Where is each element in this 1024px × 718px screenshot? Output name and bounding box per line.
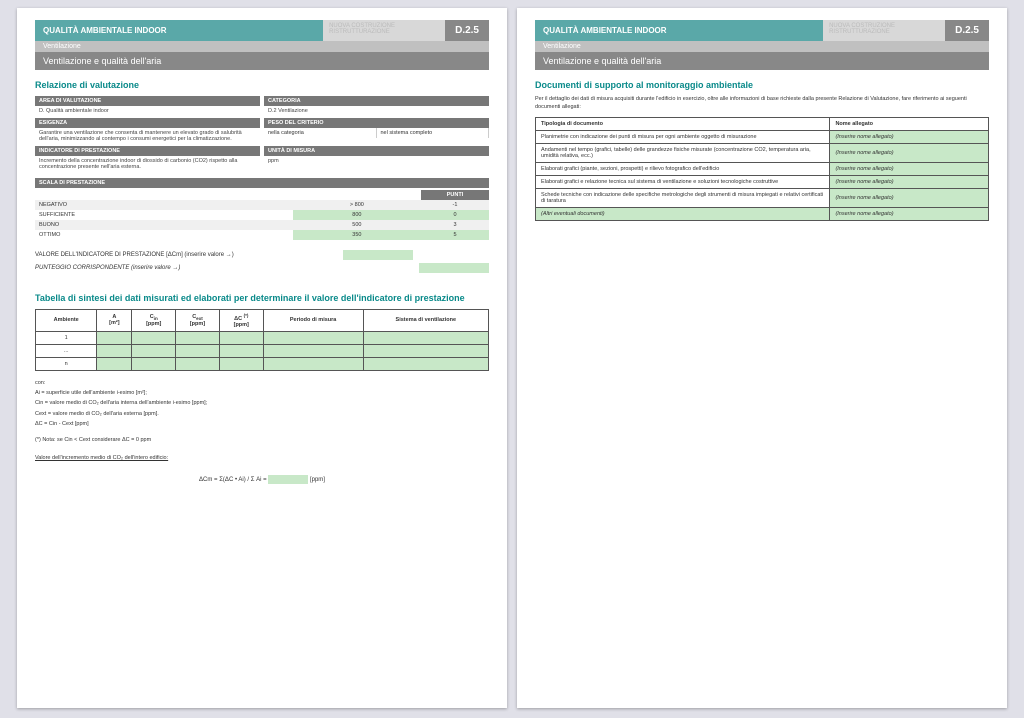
label-cat: CATEGORIA [264, 96, 489, 106]
label-scala: SCALA DI PRESTAZIONE [35, 178, 489, 188]
header-code: D.2.5 [445, 20, 489, 41]
intro-text: Per il dettaglio dei dati di misura acqu… [535, 96, 989, 111]
val-indicator-input[interactable] [343, 250, 413, 260]
val-indicator-label: VALORE DELL'INDICATORE DI PRESTAZIONE [Δ… [35, 252, 337, 258]
documents-table: Tipologia di documentoNome allegato Plan… [535, 117, 989, 221]
formula-input[interactable] [268, 475, 308, 484]
section-title: Relazione di valutazione [35, 80, 489, 90]
header-type: NUOVA COSTRUZIONE RISTRUTTURAZIONE [323, 20, 445, 41]
val-score-input[interactable] [419, 263, 489, 273]
synthesis-table: Ambiente A[m²] Cin[ppm] Cext[ppm] ΔC (*)… [35, 309, 489, 371]
val-score-label: PUNTEGGIO CORRISPONDENTE (inserire valor… [35, 265, 343, 271]
page-2: QUALITÀ AMBIENTALE INDOOR NUOVA COSTRUZI… [517, 8, 1007, 708]
header: QUALITÀ AMBIENTALE INDOOR NUOVA COSTRUZI… [35, 20, 489, 41]
notes: con: Ai = superficie utile dell'ambiente… [35, 379, 489, 463]
section-title-docs: Documenti di supporto al monitoraggio am… [535, 80, 989, 90]
scale-table: PUNTI NEGATIVO> 800-1 SUFFICIENTE8000 BU… [35, 190, 489, 240]
label-unit: UNITÀ DI MISURA [264, 146, 489, 156]
page-1: QUALITÀ AMBIENTALE INDOOR NUOVA COSTRUZI… [17, 8, 507, 708]
header-category: QUALITÀ AMBIENTALE INDOOR [35, 20, 323, 41]
section-title-2: Tabella di sintesi dei dati misurati ed … [35, 293, 489, 303]
label-ind: INDICATORE DI PRESTAZIONE [35, 146, 260, 156]
label-esig: ESIGENZA [35, 118, 260, 128]
label-area: AREA DI VALUTAZIONE [35, 96, 260, 106]
label-peso: PESO DEL CRITERIO [264, 118, 489, 128]
subheader-2: Ventilazione e qualità dell'aria [35, 52, 489, 70]
header: QUALITÀ AMBIENTALE INDOOR NUOVA COSTRUZI… [535, 20, 989, 41]
subheader-1: Ventilazione [35, 41, 489, 52]
formula: ΔCm = Σ(ΔC • Ai) / Σ Ai = [ppm] [35, 475, 489, 484]
